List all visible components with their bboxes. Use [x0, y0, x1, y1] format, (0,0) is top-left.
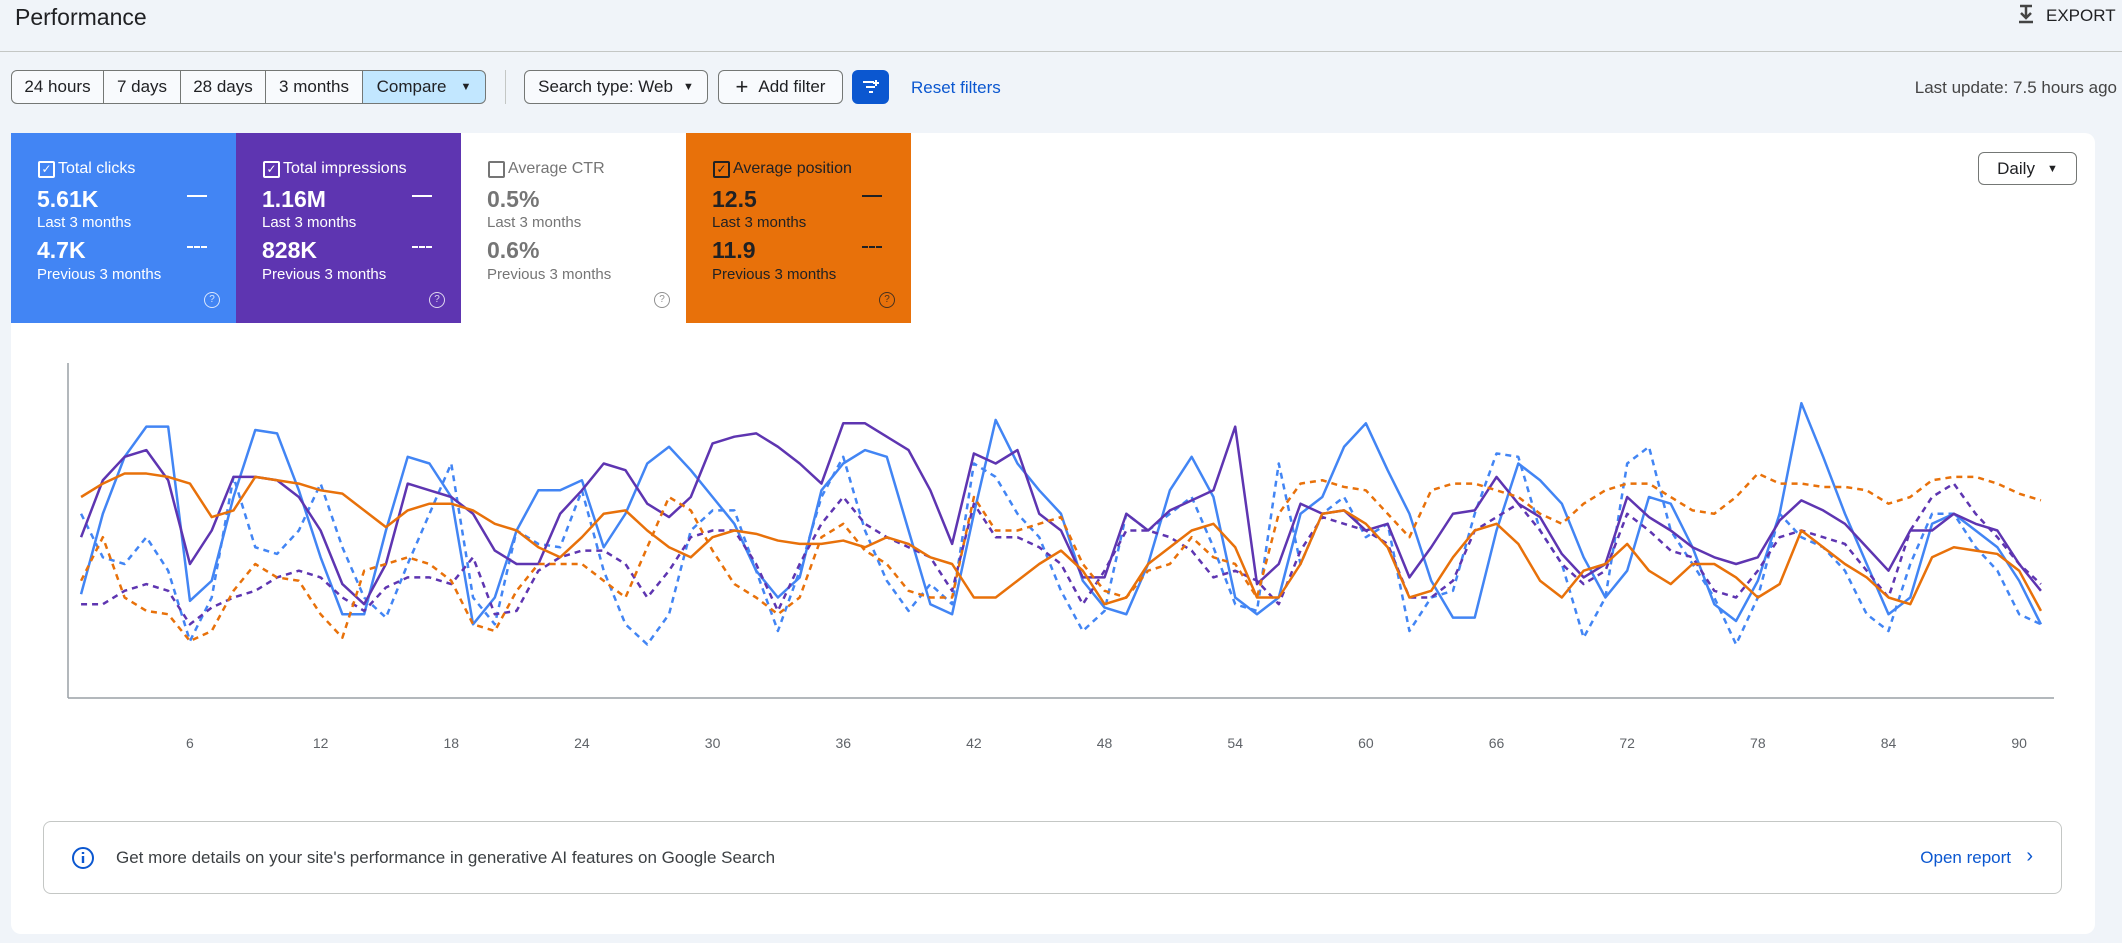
metric-current-period: Last 3 months	[487, 214, 582, 231]
label: Add filter	[758, 77, 826, 96]
metric-current-period: Last 3 months	[712, 214, 807, 231]
range-button[interactable]: 3 months	[265, 70, 363, 104]
current-line	[80, 472, 2043, 612]
page-title: Performance	[15, 4, 147, 30]
x-tick-label: 36	[835, 735, 851, 751]
plus-icon: +	[735, 74, 749, 99]
help-icon: ?	[429, 292, 445, 308]
x-tick-label: 30	[705, 735, 721, 751]
metric-card[interactable]: ✓ Average position 12.5 Last 3 months 11.9 Pr…	[686, 133, 911, 323]
filter-icon	[862, 80, 879, 93]
range-button[interactable]: 28 days	[180, 70, 266, 104]
reset-filters[interactable]: Reset filters	[911, 78, 1001, 97]
metric-previous: 4.7K	[37, 237, 86, 263]
filter-icon-button[interactable]	[852, 70, 889, 104]
separator	[505, 70, 506, 104]
metric-previous: 828K	[262, 237, 317, 263]
metric-current-period: Last 3 months	[37, 214, 132, 231]
x-tick-label: 18	[443, 735, 459, 751]
metric-previous-period: Previous 3 months	[487, 266, 612, 283]
metric-current: 1.16M	[262, 186, 326, 212]
help-icon: ?	[879, 292, 895, 308]
x-tick-label: 90	[2011, 735, 2027, 751]
metric-label: Total clicks	[58, 160, 136, 177]
solid-key	[187, 195, 207, 197]
current-line	[79, 422, 2042, 606]
label: Compare	[376, 77, 447, 96]
metric-previous-period: Previous 3 months	[712, 266, 837, 283]
open-report[interactable]: Open report	[1920, 848, 2011, 867]
metric-card[interactable]: Average CTR 0.5% Last 3 months 0.6% Previous…	[461, 133, 686, 323]
metric-current: 0.5%	[487, 186, 540, 212]
x-tick-label: 54	[1227, 735, 1243, 751]
x-tick-label: 66	[1489, 735, 1505, 751]
last-update: Last update: 7.5 hours ago	[1914, 78, 2117, 97]
solid-key	[412, 195, 432, 197]
label: Search type: Web	[538, 77, 673, 96]
granularity-dropdown[interactable]: Daily ▼	[1978, 152, 2077, 185]
metric-label: Total impressions	[283, 160, 407, 177]
previous-line	[81, 482, 2042, 626]
search-type-button[interactable]: Search type: Web ▼	[524, 70, 708, 104]
current-line	[79, 401, 2043, 626]
add-filter-button[interactable]: + Add filter	[718, 70, 843, 104]
checkbox: ✓	[263, 161, 280, 178]
x-tick-label: 84	[1881, 735, 1897, 751]
x-tick-label: 78	[1750, 735, 1766, 751]
help-icon: ?	[654, 292, 670, 308]
caret: ▼	[682, 81, 694, 93]
range-button[interactable]: 24 hours	[11, 70, 104, 104]
metric-card[interactable]: ✓ Total impressions 1.16M Last 3 months 828K…	[236, 133, 461, 323]
checkbox: ✓	[38, 161, 55, 178]
metric-current: 12.5	[712, 186, 757, 212]
metric-previous: 11.9	[712, 237, 756, 263]
previous-line	[79, 445, 2042, 646]
x-tick-label: 72	[1619, 735, 1635, 751]
metric-current: 5.61K	[37, 186, 99, 212]
metric-label: Average position	[733, 160, 852, 177]
metric-card[interactable]: ✓ Total clicks 5.61K Last 3 months 4.7K Previ…	[11, 133, 236, 323]
info-icon	[72, 847, 94, 869]
help-icon: ?	[204, 292, 220, 308]
chart: 6 12 18 24 30 36 42 48 54 60 66 72 78 84 90	[67, 363, 2054, 751]
x-tick-label: 42	[966, 735, 982, 751]
checkbox: ✓	[713, 161, 730, 178]
range-button[interactable]: 7 days	[103, 70, 181, 104]
chevron: ›	[2026, 845, 2033, 867]
x-tick-label: 48	[1097, 735, 1113, 751]
metric-current-period: Last 3 months	[262, 214, 357, 231]
x-tick-label: 12	[313, 735, 329, 751]
export-icon	[2019, 4, 2033, 24]
solid-key	[862, 195, 882, 197]
metric-previous-period: Previous 3 months	[37, 266, 162, 283]
metric-label: Average CTR	[508, 160, 605, 177]
dashed-key	[187, 246, 207, 248]
export-button[interactable]: EXPORT	[2046, 6, 2116, 25]
dashed-key	[412, 246, 432, 248]
metric-previous: 0.6%	[487, 237, 540, 263]
banner-text: Get more details on your site's performa…	[116, 848, 776, 867]
info-banner: Get more details on your site's performa…	[43, 821, 2062, 894]
checkbox	[488, 161, 505, 178]
label: Daily	[1997, 158, 2035, 178]
x-tick-label: 6	[186, 735, 194, 751]
x-tick-label: 24	[574, 735, 590, 751]
x-tick-label: 60	[1358, 735, 1374, 751]
caret: ▼	[460, 81, 472, 93]
compare-button[interactable]: Compare ▼	[362, 70, 486, 104]
previous-line	[79, 472, 2042, 643]
dashed-key	[862, 246, 882, 248]
metric-previous-period: Previous 3 months	[262, 266, 387, 283]
caret: ▼	[2046, 162, 2058, 175]
divider	[0, 51, 2122, 52]
